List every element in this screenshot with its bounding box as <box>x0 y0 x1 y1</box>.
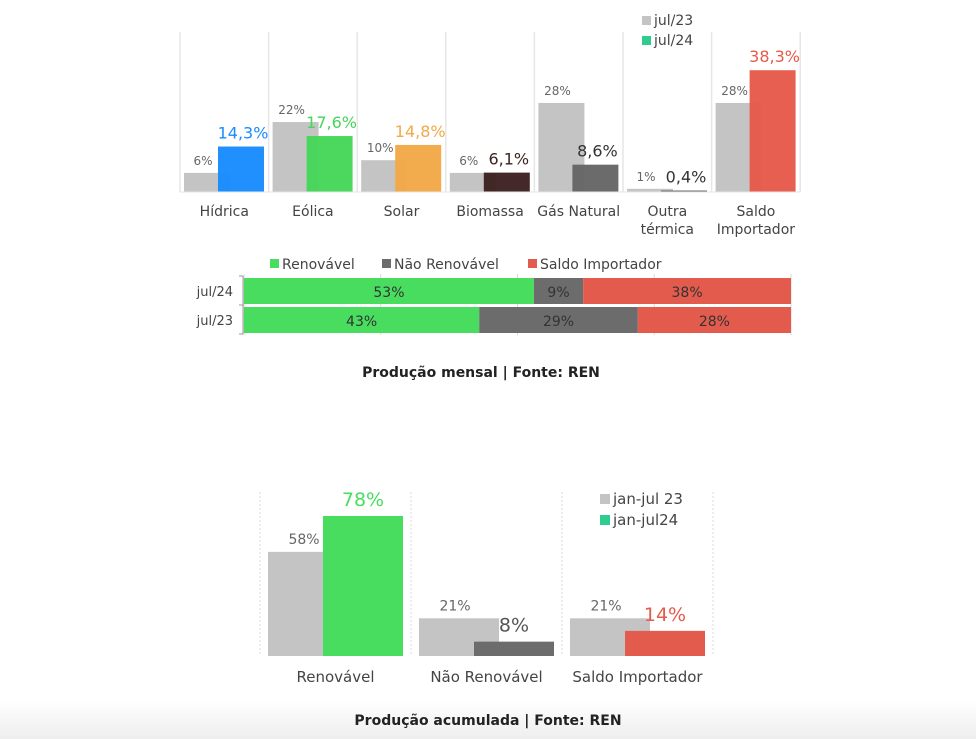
bar-saldo-importador-jul-23 <box>637 307 791 333</box>
data-label: 9% <box>547 285 569 301</box>
data-label: 38,3% <box>749 47 800 66</box>
data-label: 21% <box>439 598 470 614</box>
category-label: Hídrica <box>200 204 249 220</box>
data-label: 22% <box>278 103 305 117</box>
bar-jul-24-biomassa <box>483 172 530 192</box>
category-label: Não Renovável <box>430 668 542 686</box>
monthly-share-stacked-chart: jul/24 53% 9% 38% jul/23 43% 29% 28% Renovável Nã… <box>196 257 792 335</box>
bar-jul-24-hidrica <box>218 146 264 192</box>
monthly-by-source-chart: 6% 14,3% Hídrica 22%17,6% Eólica 10%14,8% Sola… <box>179 13 801 238</box>
legend-swatch-nao-renovavel <box>382 259 391 268</box>
legend-label: jan-jul 23 <box>612 490 683 508</box>
row-label: jul/23 <box>196 314 233 329</box>
data-label: 6,1% <box>488 150 529 169</box>
category-label: térmica <box>641 222 694 238</box>
bar-jul-24-saldo-importador <box>749 70 796 192</box>
accumulated-caption: Produção acumulada | Fonte: REN <box>354 713 621 729</box>
category-label: Renovável <box>296 668 374 686</box>
legend-swatch-renovavel <box>270 259 279 268</box>
legend-label: jan-jul24 <box>612 511 678 529</box>
data-label: 17,6% <box>306 113 357 132</box>
data-label: 29% <box>543 314 574 330</box>
bar-jul-24-eolica <box>306 136 353 192</box>
data-label: 10% <box>367 141 394 155</box>
bar-jul-24-outra-termica <box>661 190 707 192</box>
data-label: 78% <box>342 489 384 511</box>
bar-jan-jul24-saldo-importador <box>625 630 705 656</box>
data-label: 21% <box>590 598 621 614</box>
monthly-caption: Produção mensal | Fonte: REN <box>362 365 600 381</box>
data-label: 14,8% <box>395 122 446 141</box>
bar-nao-renovavel-jul-24 <box>533 278 584 304</box>
bar-renovavel-jul-24 <box>244 278 534 304</box>
data-label: 58% <box>288 532 319 548</box>
bar-jul-24-gas-natural <box>572 164 619 192</box>
legend-swatch-jan-jul-23 <box>600 494 610 504</box>
category-label: Gás Natural <box>537 204 620 220</box>
accumulated-chart: 58% 78% Renovável 21% 8% Não Renovável 21% 14% S… <box>259 489 714 686</box>
category-label: Saldo <box>736 204 775 220</box>
data-label: 6% <box>193 154 212 168</box>
data-label: 6% <box>459 154 478 168</box>
legend-swatch-jul-23 <box>642 16 651 25</box>
bar-saldo-importador-jul-24 <box>583 278 791 304</box>
legend-swatch-jul-24 <box>642 36 651 45</box>
data-label: 38% <box>672 285 703 301</box>
row-label: jul/24 <box>196 285 233 300</box>
category-label: Outra <box>647 204 687 220</box>
bar-renovavel-jul-23 <box>244 307 480 333</box>
data-label: 28% <box>721 84 748 98</box>
legend-label: Saldo Importador <box>540 257 662 273</box>
bar-nao-renovavel-jul-23 <box>479 307 638 333</box>
data-label: 1% <box>636 170 655 184</box>
category-label: Saldo Importador <box>572 668 703 686</box>
legend-label: jul/24 <box>653 33 693 49</box>
bar-jul-23-outra-termica <box>627 188 673 192</box>
data-label: 0,4% <box>666 168 707 187</box>
bar-jan-jul24-nao-renovavel <box>474 641 554 656</box>
data-label: 8,6% <box>577 142 618 161</box>
category-label: Importador <box>717 222 795 238</box>
legend-swatch-saldo-importador <box>528 259 537 268</box>
legend-swatch-jan-jul24 <box>600 515 610 525</box>
data-label: 28% <box>544 84 571 98</box>
data-label: 14,3% <box>218 124 269 143</box>
legend-label: Renovável <box>282 257 355 273</box>
bar-jul-24-solar <box>395 144 442 192</box>
data-label: 53% <box>373 285 404 301</box>
category-label: Biomassa <box>456 204 523 220</box>
category-label: Eólica <box>292 204 333 220</box>
legend-label: Não Renovável <box>394 257 499 273</box>
category-label: Solar <box>384 204 420 220</box>
bar-jan-jul24-renovavel <box>323 515 403 656</box>
data-label: 14% <box>644 604 686 626</box>
data-label: 8% <box>499 615 529 637</box>
legend-label: jul/23 <box>653 13 693 29</box>
data-label: 28% <box>699 314 730 330</box>
data-label: 43% <box>346 314 377 330</box>
